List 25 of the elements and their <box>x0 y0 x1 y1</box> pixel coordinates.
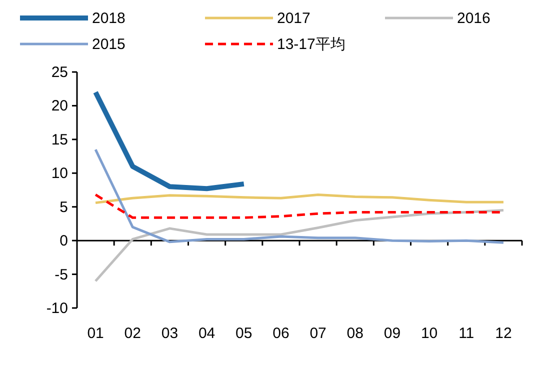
x-tick-label: 05 <box>236 325 252 342</box>
y-tick-label: -10 <box>46 300 68 317</box>
y-tick-label: 10 <box>51 165 68 182</box>
x-tick-label: 10 <box>420 325 438 342</box>
x-tick-label: 06 <box>272 325 290 342</box>
y-tick-label: 15 <box>51 131 68 148</box>
x-tick-label: 08 <box>346 325 364 342</box>
legend-label: 2017 <box>277 10 310 27</box>
x-tick-label: 02 <box>124 325 141 342</box>
x-tick-label: 01 <box>87 325 104 342</box>
legend-label: 2015 <box>92 36 126 53</box>
legend-label: 13-17平均 <box>277 36 346 53</box>
x-tick-label: 09 <box>384 325 401 342</box>
y-tick-label: 25 <box>51 64 68 81</box>
x-tick-label: 11 <box>458 325 474 342</box>
y-tick-label: 0 <box>60 232 68 250</box>
y-tick-label: 20 <box>51 98 68 115</box>
x-tick-label: 12 <box>495 325 512 342</box>
legend-label: 2018 <box>92 10 126 27</box>
x-tick-label: 04 <box>198 325 216 342</box>
y-tick-label: 5 <box>60 198 68 216</box>
x-tick-label: 03 <box>161 325 178 342</box>
y-tick-label: -5 <box>54 266 68 284</box>
legend-label: 2016 <box>457 10 490 27</box>
x-tick-label: 07 <box>310 325 326 342</box>
